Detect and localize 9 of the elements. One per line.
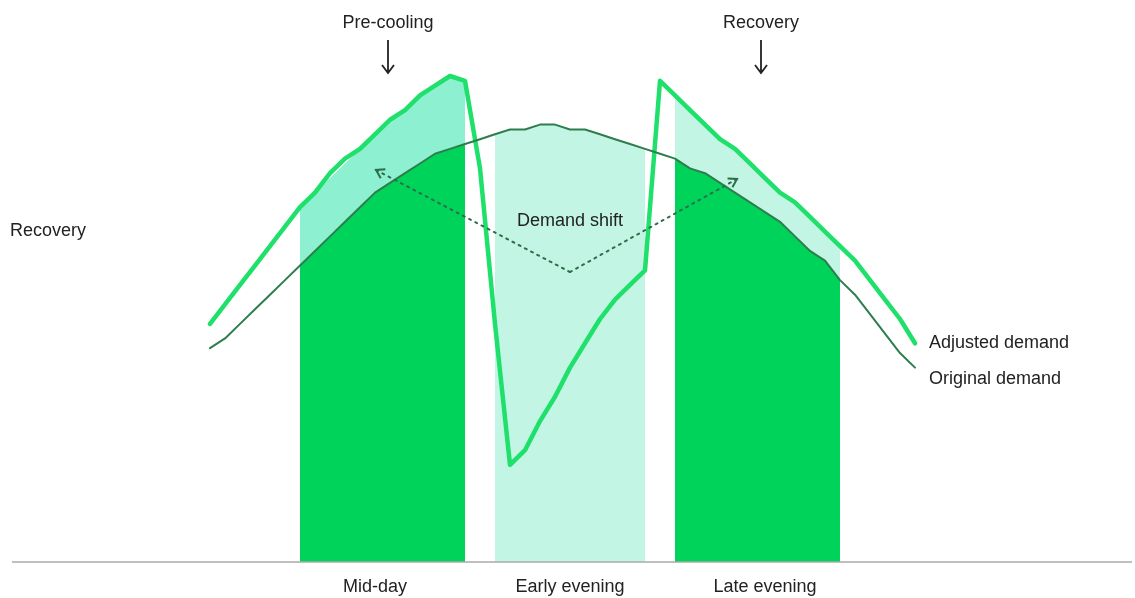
x-tick-label: Early evening (515, 576, 625, 596)
text: Recovery (722, 12, 800, 32)
x-tick-label: Mid-day (342, 576, 408, 596)
text: Pre-cooling (342, 12, 434, 32)
annotation: Demand shift (516, 210, 624, 230)
series-label: Adjusted demand (929, 332, 1070, 353)
text: Recovery (10, 220, 87, 240)
series-label: Original demand (929, 368, 1062, 389)
x-tick-label: Late evening (713, 576, 817, 596)
